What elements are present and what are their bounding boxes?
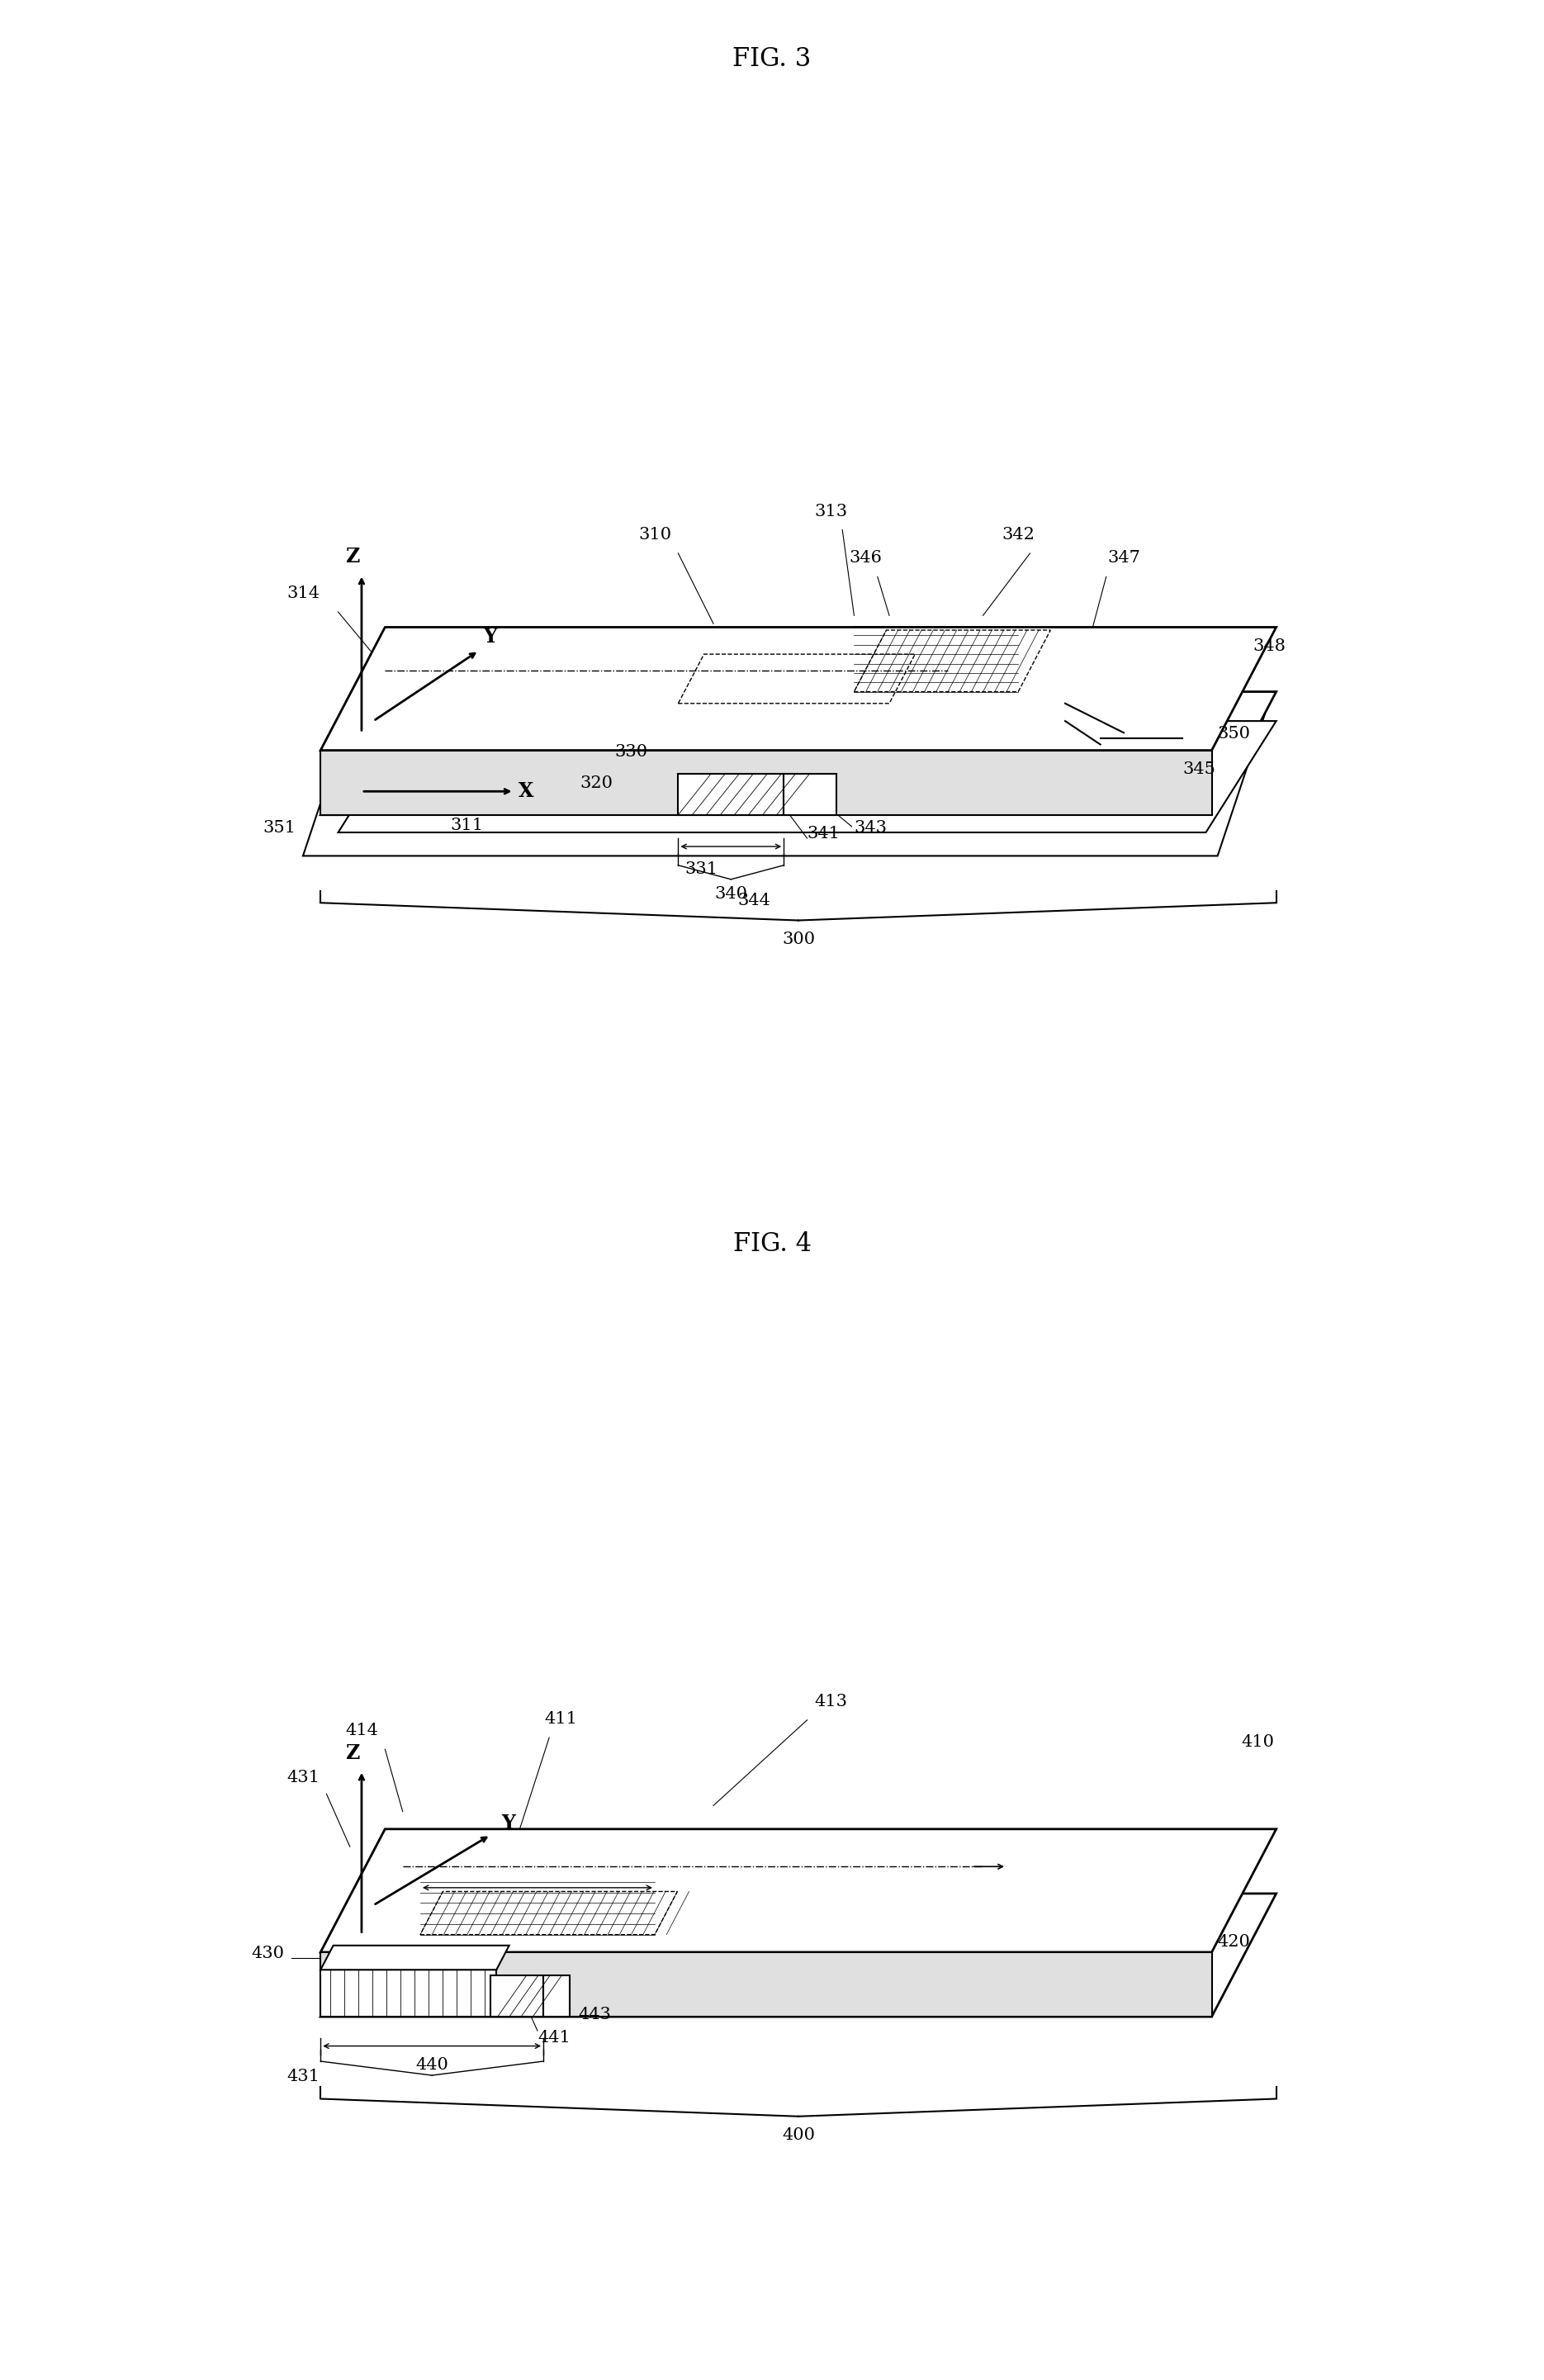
Text: 441: 441 (537, 2030, 570, 2047)
Text: 346: 346 (849, 550, 882, 566)
Text: 414: 414 (346, 1723, 378, 1737)
Text: 340: 340 (715, 885, 747, 902)
Text: 343: 343 (854, 821, 888, 835)
Text: 311: 311 (451, 819, 483, 833)
Text: 314: 314 (287, 585, 320, 602)
Text: 400: 400 (781, 2128, 815, 2142)
Text: 431: 431 (287, 2068, 320, 2085)
Text: 341: 341 (808, 826, 840, 843)
Text: Z: Z (344, 547, 360, 566)
Polygon shape (321, 1952, 1212, 2016)
Polygon shape (321, 693, 1277, 814)
Text: 320: 320 (579, 776, 613, 790)
Text: 410: 410 (1241, 1735, 1274, 1749)
Bar (784, 773, 837, 814)
Text: 347: 347 (1107, 550, 1139, 566)
Text: 348: 348 (1252, 638, 1286, 654)
Text: 413: 413 (814, 1695, 848, 1709)
Text: 443: 443 (579, 2006, 611, 2023)
Text: 440: 440 (415, 2056, 448, 2073)
Polygon shape (321, 1944, 510, 1971)
Text: 350: 350 (1218, 726, 1251, 743)
Text: FIG. 4: FIG. 4 (733, 1230, 811, 1257)
Text: 344: 344 (738, 892, 770, 909)
Polygon shape (854, 631, 1050, 693)
Polygon shape (321, 1894, 1277, 2016)
Polygon shape (321, 1830, 1277, 1952)
Bar (678, 773, 784, 814)
Text: X: X (519, 781, 533, 802)
Text: 430: 430 (252, 1947, 284, 1961)
Text: 431: 431 (287, 1771, 320, 1785)
Text: 330: 330 (615, 745, 648, 759)
Text: 411: 411 (545, 1711, 577, 1728)
Polygon shape (321, 628, 384, 814)
Text: 342: 342 (1002, 526, 1034, 543)
Text: X: X (519, 1983, 533, 2004)
Text: 313: 313 (814, 505, 848, 519)
Text: 345: 345 (1183, 762, 1215, 778)
Text: 420: 420 (1218, 1935, 1251, 1949)
Text: 310: 310 (638, 526, 672, 543)
Polygon shape (420, 1892, 678, 1935)
Text: FIG. 3: FIG. 3 (733, 48, 811, 71)
Polygon shape (338, 721, 1277, 833)
Text: Y: Y (483, 626, 497, 647)
Text: Z: Z (344, 1742, 360, 1764)
Text: Y: Y (502, 1814, 516, 1833)
Polygon shape (321, 1830, 384, 2016)
Bar (543, 1975, 570, 2016)
Polygon shape (321, 1971, 497, 2016)
Polygon shape (321, 628, 1277, 750)
Text: 351: 351 (262, 821, 296, 835)
Polygon shape (321, 750, 1212, 814)
Text: 300: 300 (781, 931, 815, 947)
Bar (491, 1975, 543, 2016)
Text: 331: 331 (686, 862, 718, 876)
